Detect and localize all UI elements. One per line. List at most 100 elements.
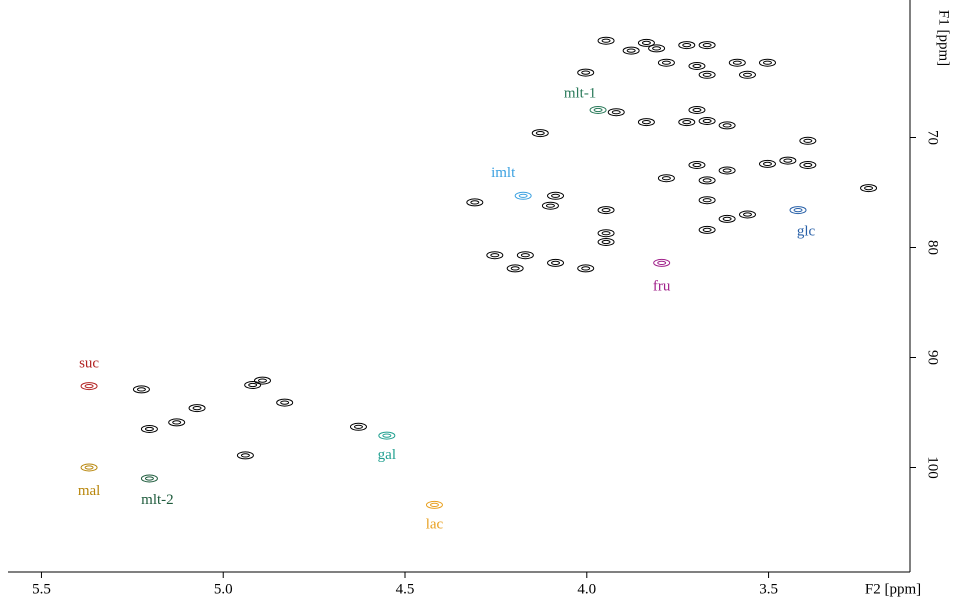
peak-inner [172,420,182,425]
peak-label: fru [653,278,671,294]
peak-outer [466,198,484,207]
peak-outer [799,161,817,169]
peak-label: lac [426,516,444,532]
peak-outer [597,229,615,238]
peak-outer [132,385,150,394]
peak-outer [718,166,736,175]
x-axis-label: F2 [ppm] [865,581,921,597]
peak-outer [688,106,706,114]
peak-outer [653,258,671,267]
peak-label: mal [78,483,101,499]
peak-inner [280,400,290,405]
peak-inner [520,253,530,258]
peak-inner [692,107,702,113]
peak-outer [188,404,206,413]
peak-inner [692,162,702,168]
peak-outer [779,156,797,165]
peak-outer [698,41,716,50]
peak-inner [490,253,500,258]
peak-inner [641,40,651,46]
peak-outer [589,106,607,114]
peak-inner [762,161,772,166]
peak-inner [742,72,752,77]
peak-inner [722,123,732,128]
peak-inner [793,208,803,213]
peak-outer [140,425,158,433]
peak-inner [722,168,732,173]
peak-outer [789,206,807,215]
peak-label: mlt-2 [141,492,174,508]
peak-outer [728,58,746,67]
peak-outer [657,174,675,183]
peak-inner [84,465,94,470]
x-tick-label: 4.5 [396,581,415,597]
x-tick-label: 5.5 [32,581,51,597]
peak-outer [547,191,565,200]
peak-inner [682,120,692,125]
peak-inner [601,239,611,245]
peak-inner [510,266,520,271]
peak-inner [722,216,732,221]
peak-outer [678,41,696,50]
peak-outer [678,118,696,127]
peak-inner [702,118,712,124]
peak-outer [276,398,294,407]
peak-outer [758,58,776,67]
peak-outer [547,258,565,267]
peak-inner [652,46,662,51]
peak-outer [378,431,396,440]
peak-outer [486,251,504,260]
x-tick-label: 4.0 [577,581,596,597]
y-tick-label: 100 [925,456,941,479]
peak-outer [758,159,776,168]
peak-inner [192,406,202,411]
peak-outer [236,451,254,460]
peak-inner [593,107,603,113]
peak-inner [601,208,611,213]
peak-inner [429,502,439,507]
peak-inner [382,433,392,438]
peak-outer [607,108,625,117]
peak-inner [661,60,671,65]
peak-outer [80,382,98,391]
peak-outer [244,381,262,389]
peak-outer [637,118,655,127]
peak-inner [702,227,712,232]
peak-outer [140,474,158,483]
peak-inner [702,72,712,77]
peak-outer [688,161,706,169]
peak-label: glc [797,224,816,240]
peak-inner [551,193,561,198]
peak-inner [601,38,611,43]
peak-inner [803,162,813,168]
peak-label: mlt-1 [564,85,597,101]
peak-outer [577,264,595,273]
peak-inner [641,120,651,125]
peak-inner [248,382,258,388]
peak-inner [864,186,874,191]
peak-outer [597,238,615,246]
peak-outer [622,46,640,55]
peak-outer [80,463,98,472]
peak-outer [657,58,675,67]
peak-inner [626,48,636,53]
peak-outer [698,196,716,205]
peak-inner [611,110,621,115]
peak-outer [648,44,666,53]
peak-outer [597,36,615,45]
peak-label: gal [378,447,396,463]
peak-inner [136,387,146,392]
peak-outer [597,206,615,215]
peak-outer [698,176,716,185]
peak-outer [253,376,271,385]
peak-inner [535,131,545,136]
peak-outer [577,68,595,77]
peak-inner [732,60,742,65]
peak-inner [84,384,94,389]
peak-inner [470,200,480,205]
peak-inner [657,260,667,265]
y-tick-label: 80 [925,240,941,255]
peak-outer [698,225,716,234]
peak-inner [702,198,712,203]
x-tick-label: 5.0 [214,581,233,597]
